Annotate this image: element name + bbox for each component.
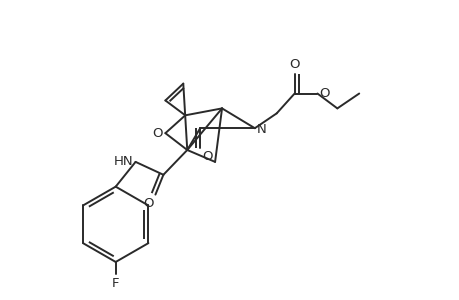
Text: O: O [151, 127, 162, 140]
Text: O: O [319, 87, 329, 100]
Text: HN: HN [114, 155, 133, 168]
Text: F: F [112, 277, 119, 290]
Text: O: O [289, 58, 299, 71]
Text: O: O [143, 196, 153, 210]
Text: N: N [256, 123, 266, 136]
Text: O: O [202, 150, 212, 163]
